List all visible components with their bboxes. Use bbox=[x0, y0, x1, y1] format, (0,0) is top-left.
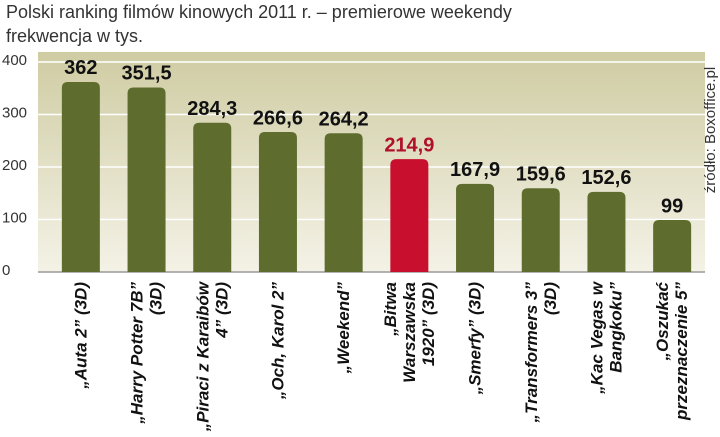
source: źródło: Boxoffice.pl bbox=[702, 67, 719, 193]
value-label: 362 bbox=[64, 57, 97, 79]
value-label: 284,3 bbox=[187, 98, 237, 120]
bar bbox=[653, 220, 692, 272]
x-tick-label: „Harry Potter 7B” (3D) bbox=[127, 282, 166, 424]
x-tick-label: „Oszukać przeznaczenie 5” bbox=[653, 282, 692, 420]
bar bbox=[61, 81, 100, 272]
x-tick-label: „Kac Vegas w Bangkoku” bbox=[587, 282, 626, 394]
y-tick-label: 400 bbox=[2, 52, 27, 69]
x-tick-label: „Och, Karol 2” bbox=[268, 282, 288, 400]
value-label: 167,9 bbox=[450, 159, 500, 181]
bar bbox=[456, 183, 495, 272]
y-tick-label: 0 bbox=[2, 262, 10, 279]
value-label: 159,6 bbox=[516, 163, 566, 185]
y-tick-label: 100 bbox=[2, 209, 27, 226]
x-tick-label: „Smerfy” (3D) bbox=[465, 282, 485, 395]
chart-title: Polski ranking filmów kinowych 2011 r. –… bbox=[6, 2, 512, 22]
bar bbox=[521, 188, 560, 272]
y-tick-label: 300 bbox=[2, 104, 27, 121]
x-tick-label: „Bitwa Warszawska 1920” (3D) bbox=[380, 282, 438, 383]
bar bbox=[127, 87, 166, 273]
x-tick-label: „Transformers 3” (3D) bbox=[521, 282, 560, 423]
value-label: 266,6 bbox=[253, 107, 303, 129]
x-tick-label: „Weekend” bbox=[334, 282, 354, 374]
y-tick-label: 200 bbox=[2, 157, 27, 174]
value-label: 351,5 bbox=[122, 63, 172, 85]
x-tick-label: „Piraci z Karaibów 4” (3D) bbox=[193, 282, 232, 432]
bar bbox=[193, 122, 232, 273]
bar bbox=[324, 133, 363, 272]
bar bbox=[390, 159, 429, 272]
value-label: 214,9 bbox=[384, 134, 434, 156]
bar bbox=[587, 191, 626, 272]
x-tick-label: „Auta 2” (3D) bbox=[71, 282, 91, 389]
value-label: 264,2 bbox=[319, 109, 369, 131]
bar bbox=[258, 132, 297, 272]
value-label: 152,6 bbox=[581, 167, 631, 189]
value-label: 99 bbox=[661, 195, 683, 217]
chart-subtitle: frekwencja w tys. bbox=[6, 26, 143, 46]
